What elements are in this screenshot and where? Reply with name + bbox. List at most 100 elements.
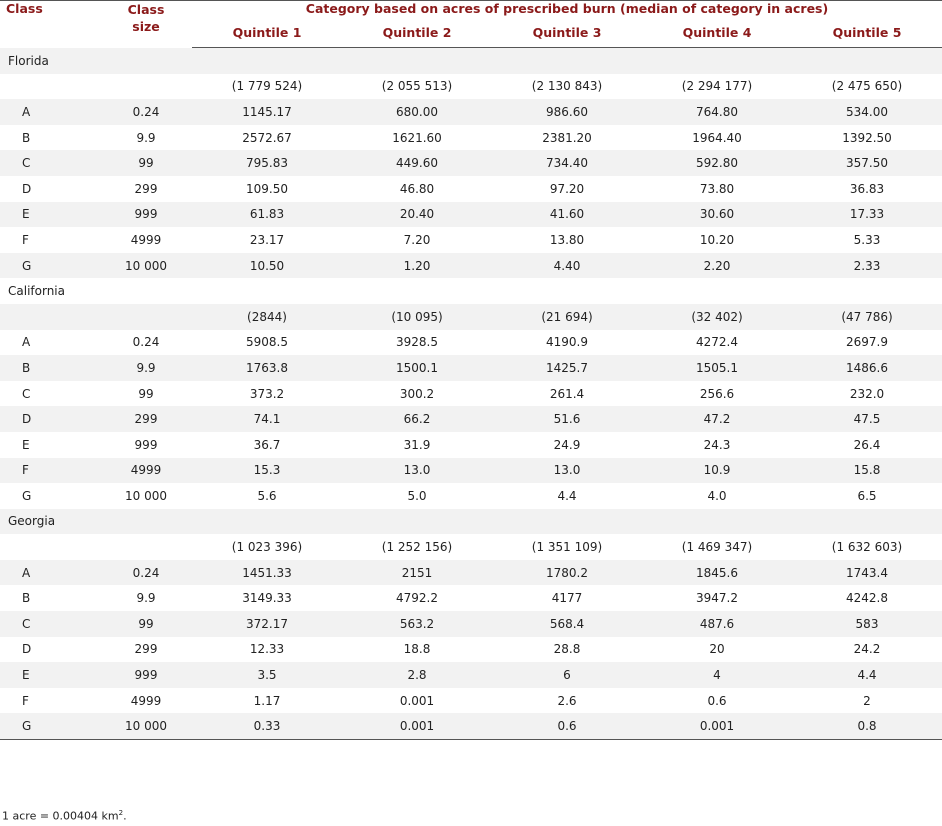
value-cell: 3928.5 xyxy=(396,335,438,350)
header-quintile-5: Quintile 5 xyxy=(792,23,942,48)
state-name: California xyxy=(8,284,65,299)
value-cell: 20 xyxy=(709,642,725,657)
value-cell: 1451.33 xyxy=(192,559,342,586)
header-class: Class xyxy=(0,0,100,48)
table-body: Florida (1 779 524) (2 055 513) (2 130 843)… xyxy=(0,47,942,741)
footnote-superscript: 2 xyxy=(118,809,124,817)
value-cell: 1392.50 xyxy=(842,130,892,145)
table-row: A 0.24 1451.33 2151 1780.2 1845.6 1743.4 xyxy=(0,559,942,586)
class-size-cell: 999 xyxy=(100,662,192,688)
median-row: (1 779 524) (2 055 513) (2 130 843) (2 294 … xyxy=(0,74,942,100)
state-name: Florida xyxy=(0,47,942,74)
value-cell: 0.001 xyxy=(342,713,492,741)
value-cell: 0.001 xyxy=(642,713,792,741)
value-cell: 1780.2 xyxy=(492,559,642,586)
footnote-end: . xyxy=(123,809,127,823)
class-cell: D xyxy=(0,406,100,432)
value-cell: 4242.8 xyxy=(846,591,888,606)
header-class-size-label: Class size xyxy=(127,2,165,34)
value-cell: 563.2 xyxy=(342,611,492,637)
median-cell: (1 023 396) xyxy=(231,540,303,555)
value-cell: 10.9 xyxy=(642,457,792,484)
class-size-cell: 4999 xyxy=(100,457,192,484)
value-cell: 3947.2 xyxy=(696,591,738,606)
header-quintile-1: Quintile 1 xyxy=(192,23,342,48)
class-size-cell: 9.9 xyxy=(100,355,192,381)
class-cell: F xyxy=(22,232,29,247)
value-cell: 51.6 xyxy=(492,406,642,432)
header-class-size: Class size xyxy=(100,0,192,48)
value-cell: 23.17 xyxy=(249,232,285,247)
median-row: (1 023 396) (1 252 156) (1 351 109) (1 469 … xyxy=(0,534,942,560)
table-row: C 99 373.2 300.2 261.4 256.6 232.0 xyxy=(0,381,942,407)
class-size-cell: 9.9 xyxy=(136,591,156,606)
value-cell: 66.2 xyxy=(342,406,492,432)
class-size-cell: 299 xyxy=(134,642,158,657)
median-row: (2844) (10 095) (21 694) (32 402) (47 786) xyxy=(0,303,942,330)
value-cell: 41.60 xyxy=(492,201,642,228)
class-size-cell: 999 xyxy=(134,437,158,452)
value-cell: 74.1 xyxy=(192,406,342,432)
median-cell: (1 469 347) xyxy=(681,540,753,555)
value-cell: 0.33 xyxy=(192,713,342,741)
class-cell: C xyxy=(0,150,100,176)
class-cell: B xyxy=(22,130,31,145)
class-size-cell: 10 000 xyxy=(125,488,167,503)
value-cell: 6.5 xyxy=(857,488,877,503)
value-cell: 0.001 xyxy=(399,693,435,708)
value-cell: 2381.20 xyxy=(542,130,592,145)
class-size-cell: 99 xyxy=(100,611,192,637)
class-size-cell: 9.9 xyxy=(136,130,156,145)
table-row: A 0.24 1145.17 680.00 986.60 764.80 534.00 xyxy=(0,99,942,125)
value-cell: 46.80 xyxy=(399,181,435,196)
empty-cell xyxy=(0,74,100,100)
value-cell: 1964.40 xyxy=(692,130,742,145)
value-cell: 2572.67 xyxy=(242,130,292,145)
empty-cell xyxy=(100,534,192,560)
value-cell: 47.2 xyxy=(642,406,792,432)
class-cell: F xyxy=(0,457,100,484)
value-cell: 2.20 xyxy=(642,252,792,279)
class-cell: E xyxy=(0,662,100,688)
table-row: C 99 372.17 563.2 568.4 487.6 583 xyxy=(0,611,942,637)
table-row: E 999 61.83 20.40 41.60 30.60 17.33 xyxy=(0,201,942,228)
value-cell: 36.83 xyxy=(849,181,885,196)
value-cell: 24.3 xyxy=(703,437,731,452)
class-cell: A xyxy=(0,99,100,125)
value-cell: 1763.8 xyxy=(192,355,342,381)
value-cell: 449.60 xyxy=(342,150,492,176)
value-cell: 47.5 xyxy=(792,406,942,432)
median-cell: (2844) xyxy=(192,303,342,330)
header-quintile-3: Quintile 3 xyxy=(492,23,642,48)
value-cell: 5.6 xyxy=(257,488,277,503)
value-cell: 764.80 xyxy=(642,99,792,125)
median-cell: (2 475 650) xyxy=(831,79,903,94)
value-cell: 109.50 xyxy=(246,181,288,196)
class-size-cell: 99 xyxy=(100,150,192,176)
table-row: B 9.9 2572.67 1621.60 2381.20 1964.40 1392.50 xyxy=(0,125,942,151)
class-size-cell: 0.24 xyxy=(100,559,192,586)
class-size-cell: 99 xyxy=(138,386,154,401)
class-size-cell: 0.24 xyxy=(100,99,192,125)
value-cell: 10.20 xyxy=(699,232,735,247)
value-cell: 1425.7 xyxy=(492,355,642,381)
class-cell: E xyxy=(0,201,100,228)
value-cell: 24.2 xyxy=(853,642,881,657)
median-cell: (1 632 603) xyxy=(831,540,903,555)
table-row: G 10 000 5.6 5.0 4.4 4.0 6.5 xyxy=(0,483,942,509)
table-row: G 10 000 0.33 0.001 0.6 0.001 0.8 xyxy=(0,713,942,741)
value-cell: 0.6 xyxy=(707,693,727,708)
state-row: California xyxy=(0,278,942,304)
value-cell: 28.8 xyxy=(553,642,581,657)
median-cell: (1 252 156) xyxy=(381,540,453,555)
value-cell: 13.0 xyxy=(492,457,642,484)
table-row: G 10 000 10.50 1.20 4.40 2.20 2.33 xyxy=(0,252,942,279)
value-cell: 0.8 xyxy=(792,713,942,741)
value-cell: 1486.6 xyxy=(792,355,942,381)
table-row: A 0.24 5908.5 3928.5 4190.9 4272.4 2697.9 xyxy=(0,330,942,356)
class-size-cell: 10 000 xyxy=(100,713,192,741)
median-cell: (21 694) xyxy=(492,303,642,330)
value-cell: 1145.17 xyxy=(192,99,342,125)
median-cell: (2 130 843) xyxy=(531,79,603,94)
